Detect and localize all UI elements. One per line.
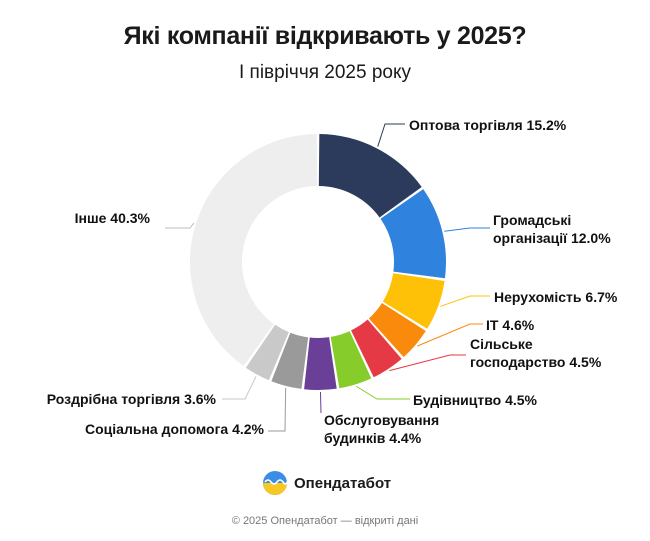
slice-label-line: Обслуговування: [324, 412, 440, 428]
slice-label-line: будинків 4.4%: [324, 430, 422, 446]
opendatabot-logo-icon: [263, 471, 288, 495]
slice-it: [368, 302, 426, 358]
leader-line-agriculture: [389, 354, 466, 372]
chart-subtitle: І півріччя 2025 року: [238, 62, 412, 83]
slice-label-line: Роздрібна торгівля 3.6%: [46, 391, 216, 407]
slice-agriculture: [351, 319, 402, 378]
slice-label-line: Оптова торгівля 15.2%: [409, 117, 567, 133]
leader-line-ngo: [444, 227, 490, 232]
slice-label-line: Громадські: [493, 212, 572, 228]
slice-building-services: [304, 337, 337, 390]
slice-label-agriculture: Сільське господарство 4.5%: [470, 335, 601, 371]
slice-wholesale: [318, 134, 422, 218]
slice-label-line: Соціальна допомога 4.2%: [85, 421, 264, 437]
slice-label-retail: Роздрібна торгівля 3.6%: [47, 390, 216, 408]
slice-label-line: Сільське: [470, 336, 533, 352]
slice-label-it: IT 4.6%: [486, 316, 534, 334]
leader-line-other: [165, 222, 195, 229]
chart-title: Які компанії відкривають у 2025?: [123, 22, 527, 50]
slice-label-line: IT 4.6%: [486, 317, 535, 333]
leader-line-construction: [355, 385, 410, 400]
slice-construction: [330, 331, 372, 389]
slice-other: [190, 134, 318, 367]
brand-block: Опендатабот: [262, 470, 391, 496]
slice-label-other: Інше 40.3%: [75, 209, 150, 227]
leader-line-real-estate: [440, 295, 490, 307]
slice-label-line: організації 12.0%: [493, 230, 611, 246]
slice-real-estate: [382, 273, 445, 329]
slice-ngo: [380, 189, 446, 279]
slice-label-wholesale: Оптова торгівля 15.2%: [409, 116, 566, 134]
leader-line-it: [416, 323, 483, 347]
leader-line-building-services: [319, 391, 322, 414]
slice-label-line: Інше 40.3%: [74, 210, 150, 226]
slice-label-construction: Будівництво 4.5%: [413, 391, 537, 409]
slice-label-building-services: Обслуговування будинків 4.4%: [324, 411, 439, 447]
slice-label-real-estate: Нерухомість 6.7%: [494, 288, 617, 306]
slice-label-line: Нерухомість 6.7%: [494, 289, 618, 305]
slice-retail: [245, 324, 289, 381]
slice-label-line: Будівництво 4.5%: [413, 392, 537, 408]
slice-label-line: господарство 4.5%: [470, 354, 602, 370]
leader-line-social-aid: [268, 387, 287, 432]
slice-label-ngo: Громадські організації 12.0%: [493, 211, 611, 247]
leader-line-retail: [222, 376, 257, 400]
leader-line-wholesale: [377, 123, 405, 147]
slice-social-aid: [271, 332, 309, 389]
footer-credit: © 2025 Опендатабот — відкриті дані: [231, 515, 419, 527]
brand-name: Опендатабот: [294, 474, 392, 492]
slice-label-social-aid: Соціальна допомога 4.2%: [85, 420, 264, 438]
